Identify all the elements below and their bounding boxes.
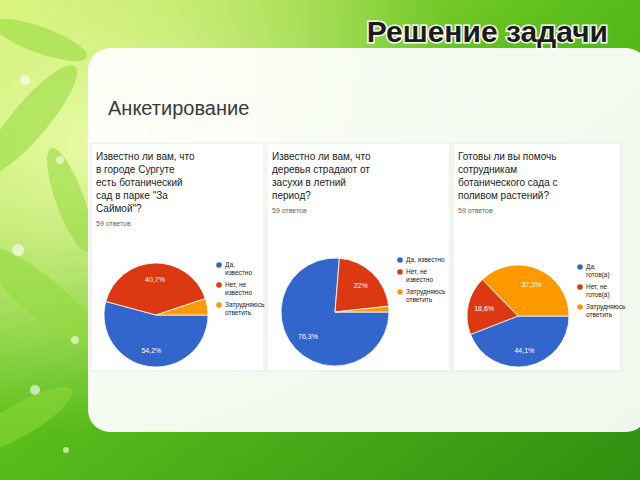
data-labels: 76,3% 22% <box>298 282 368 340</box>
data-label: 76,3% <box>298 333 318 340</box>
decor-leaf <box>0 11 91 70</box>
decor-drop <box>71 336 79 344</box>
legend-label: Да, известно <box>406 256 445 264</box>
chart-title: Известно ли вам, чтов городе Сургутеесть… <box>96 151 195 214</box>
slices <box>104 263 208 367</box>
legend-swatch <box>577 264 583 270</box>
legend: Да, известно Нет, неизвестно Затрудняюсьот… <box>397 256 446 303</box>
chart-subtitle: 59 ответов <box>272 207 307 214</box>
pie-slice <box>281 258 389 366</box>
pie-slice <box>335 306 389 312</box>
decor-drop <box>12 244 24 256</box>
legend-label: Нет, неизвестно <box>406 268 433 283</box>
chart-title: Известно ли вам, чтодеревья страдают отз… <box>272 151 371 201</box>
decor-drop <box>20 75 30 85</box>
pie-slice <box>156 299 208 315</box>
chart-subtitle: 59 ответов <box>458 207 493 214</box>
pie-slice <box>335 258 389 312</box>
chart-card <box>453 143 621 371</box>
decor-drop <box>56 156 64 164</box>
legend-label: Да,известно <box>225 261 252 276</box>
chart-subtitle: 59 ответов <box>96 220 131 227</box>
legend-label: Затрудняюсьответить <box>406 288 446 303</box>
legend-swatch <box>397 257 403 263</box>
legend-label: Затрудняюсьответить <box>586 303 626 318</box>
chart-card <box>267 143 450 371</box>
legend-swatch <box>216 302 222 308</box>
data-label: 40,7% <box>145 276 165 283</box>
legend-swatch <box>216 282 222 288</box>
slices <box>281 258 389 366</box>
content-panel <box>88 48 640 432</box>
decor-drop <box>30 385 40 395</box>
slide-title: Решение задачи <box>367 15 608 48</box>
data-label: 54,2% <box>141 347 161 354</box>
decor-leaf <box>0 55 89 185</box>
legend-swatch <box>397 269 403 275</box>
legend-swatch <box>397 289 403 295</box>
legend-label: Да,готов(а) <box>586 263 610 279</box>
data-label: 18,6% <box>474 305 494 312</box>
legend-label: Нет, неизвестно <box>225 281 252 296</box>
data-labels: 44,1% 18,6% 37,3% <box>474 281 541 354</box>
decor-drop <box>63 447 69 453</box>
slide: Решение задачи Анкетирование Известно ли в… <box>0 0 640 480</box>
data-labels: 54,2% 40,7% <box>141 276 165 353</box>
legend: Да,известно Нет, неизвестно Затрудняюсьотв… <box>216 261 265 316</box>
data-label: 37,3% <box>522 281 542 288</box>
chart-card <box>91 143 264 371</box>
legend-label: Затрудняюсьответить <box>225 301 265 316</box>
chart-title: Готовы ли вы помочьсотрудникамботаническ… <box>458 151 558 201</box>
pie-chart: Известно ли вам, чтодеревья страдают отз… <box>267 143 450 371</box>
legend-swatch <box>216 262 222 268</box>
legend-label: Нет, неготов(а) <box>586 283 610 299</box>
decor-leaf <box>0 376 80 464</box>
data-label: 44,1% <box>514 347 534 354</box>
slide-subtitle: Анкетирование <box>108 97 249 119</box>
legend-swatch <box>577 304 583 310</box>
pie-chart: Известно ли вам, чтов городе Сургутеесть… <box>91 143 265 371</box>
slices <box>467 265 569 367</box>
legend-swatch <box>577 284 583 290</box>
data-label: 22% <box>354 282 368 289</box>
pie-chart: Готовы ли вы помочьсотрудникамботаническ… <box>453 143 626 371</box>
pie-slice <box>482 265 569 316</box>
legend: Да,готов(а) Нет, неготов(а) Затрудняюсьотв… <box>577 263 626 318</box>
